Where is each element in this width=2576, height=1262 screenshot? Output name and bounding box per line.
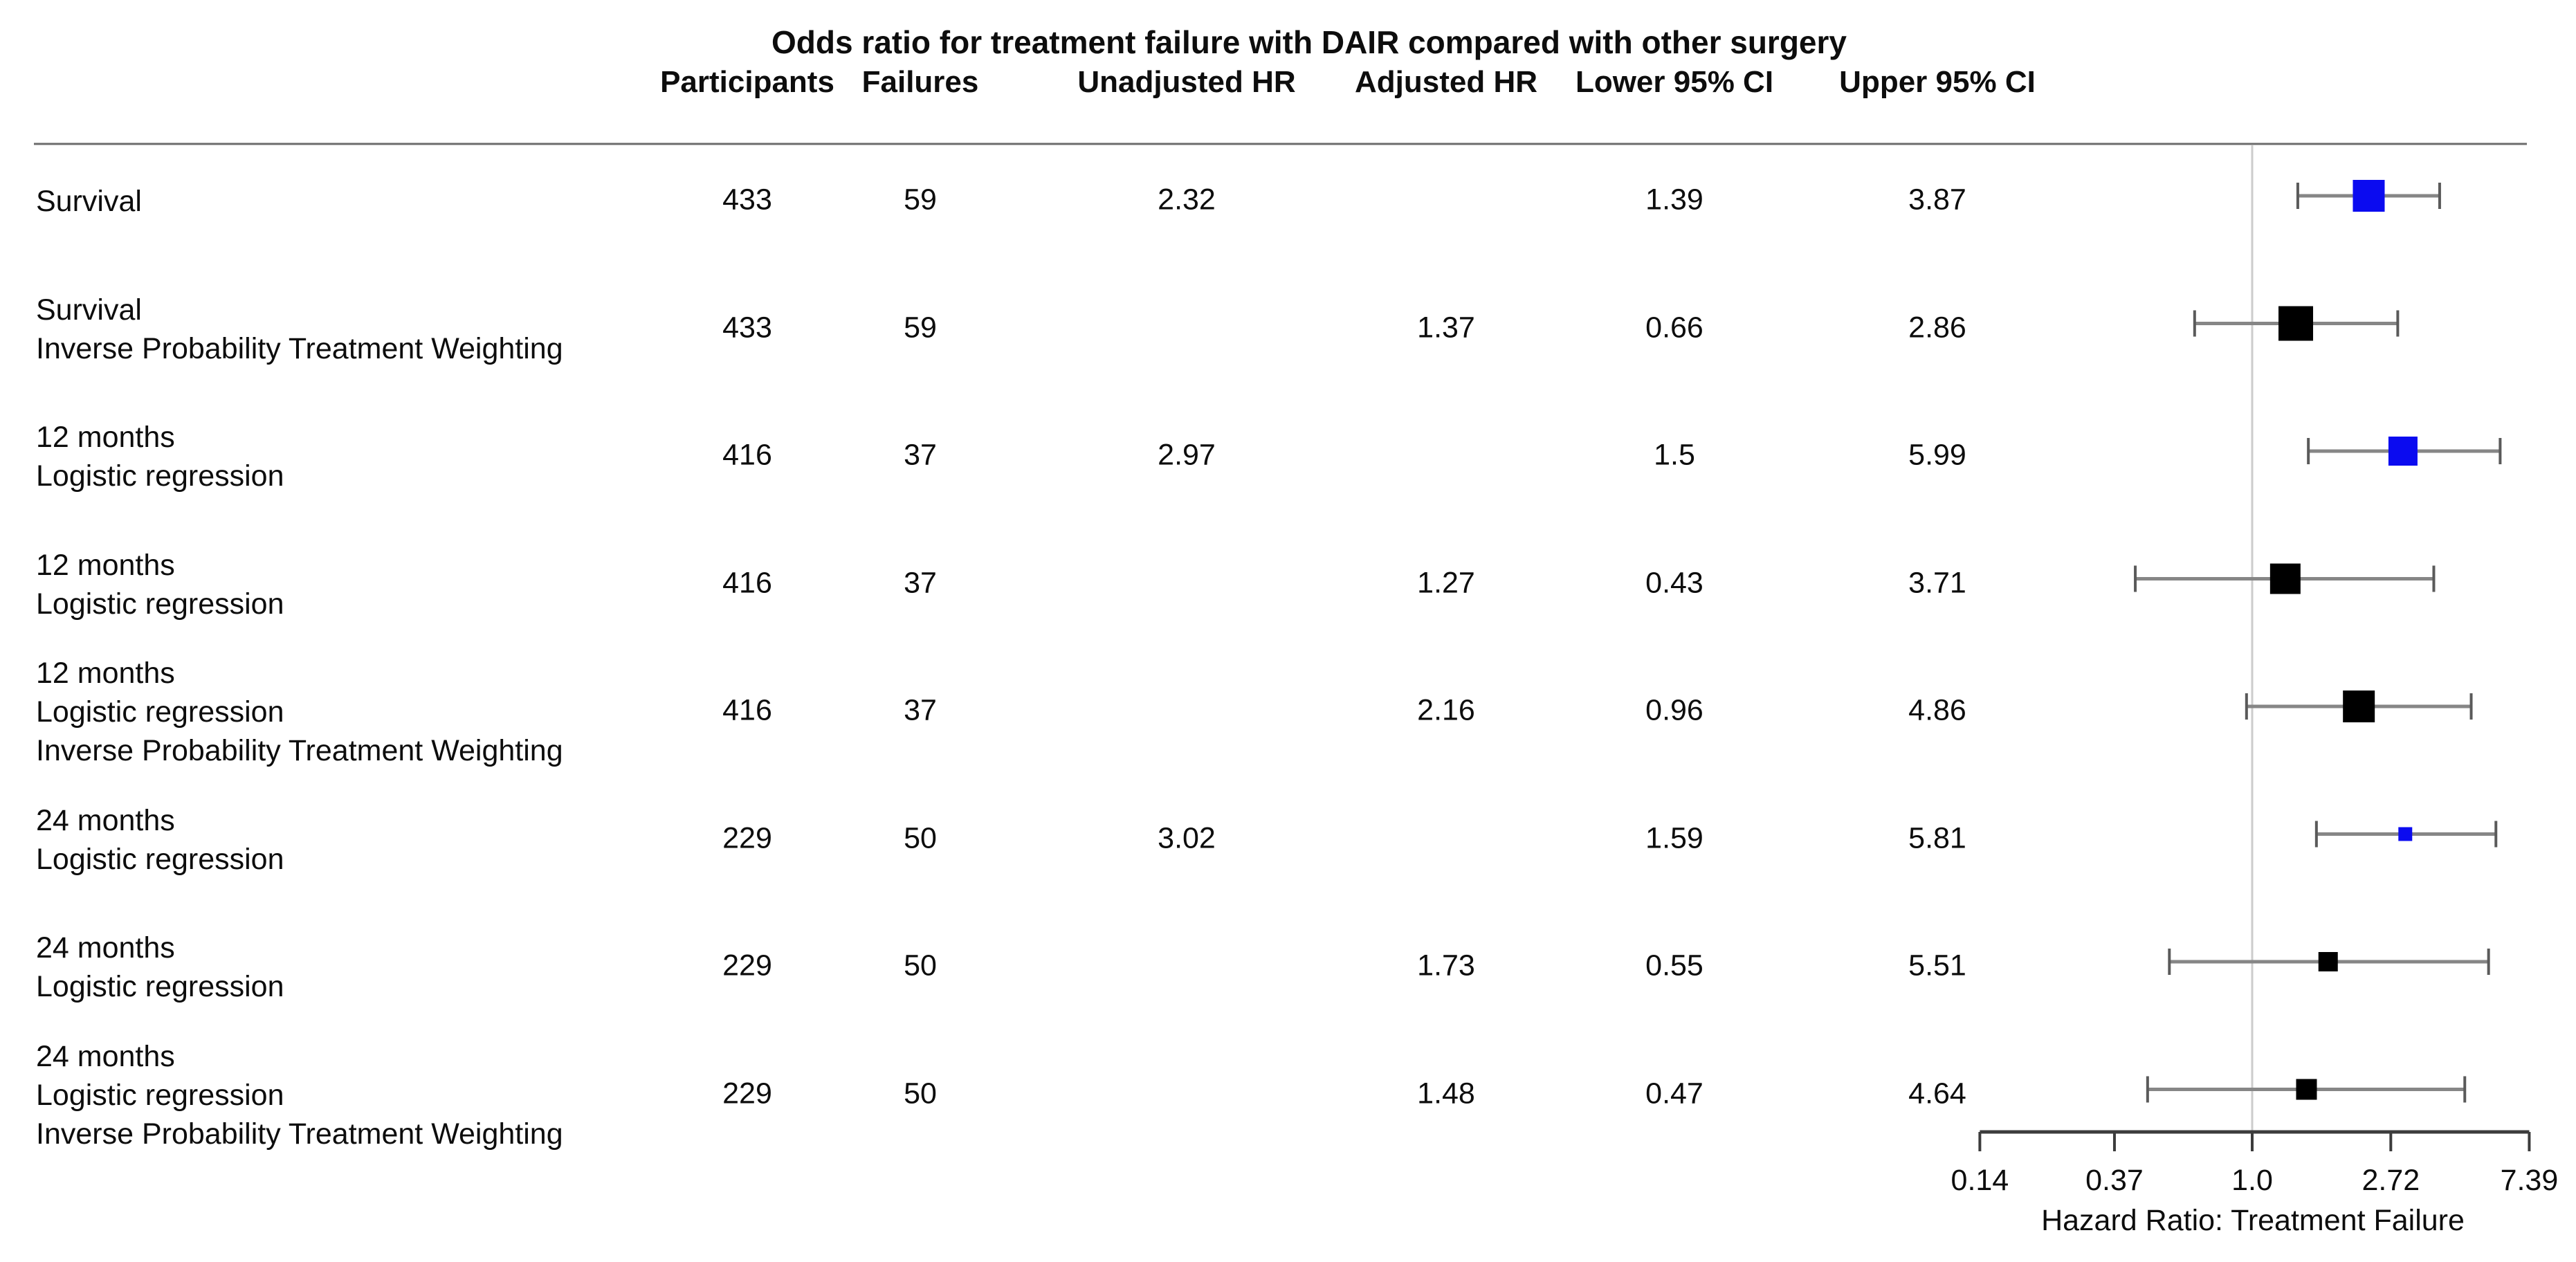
forest-marker <box>2269 563 2301 594</box>
cell-failures: 50 <box>904 949 937 982</box>
row-label-line: 24 months <box>36 931 175 964</box>
cell-upper_ci: 4.64 <box>1908 1077 1966 1110</box>
row-label-line: Logistic regression <box>36 587 284 621</box>
row-label-line: 12 months <box>36 657 175 690</box>
row-label: 24 months Logistic regression <box>36 929 284 1006</box>
row-label: 12 months Logistic regression Inverse Prob… <box>36 654 563 770</box>
row-label-line: Inverse Probability Treatment Weighting <box>36 1117 563 1151</box>
column-header-1: Participants <box>660 65 834 99</box>
cell-lower_ci: 1.5 <box>1654 438 1695 472</box>
forest-marker <box>2296 1079 2317 1100</box>
cell-upper_ci: 5.51 <box>1908 949 1966 982</box>
cell-upper_ci: 5.99 <box>1908 438 1966 472</box>
cell-upper_ci: 3.87 <box>1908 183 1966 217</box>
cell-lower_ci: 0.96 <box>1645 693 1703 727</box>
cell-participants: 229 <box>722 949 772 982</box>
row-label-line: Logistic regression <box>36 695 284 729</box>
row-label: Survival <box>36 182 142 221</box>
x-axis-title: Hazard Ratio: Treatment Failure <box>2041 1204 2465 1237</box>
x-axis-tick-label: 0.14 <box>1951 1164 2009 1197</box>
cell-upper_ci: 2.86 <box>1908 311 1966 344</box>
cell-lower_ci: 0.43 <box>1645 566 1703 599</box>
row-label: 24 months Logistic regression <box>36 801 284 879</box>
row-label-line: Inverse Probability Treatment Weighting <box>36 331 563 365</box>
row-label: 12 months Logistic regression <box>36 418 284 495</box>
column-header-2: Failures <box>861 65 979 99</box>
row-label: Survival Inverse Probability Treatment We… <box>36 291 563 368</box>
cell-failures: 37 <box>904 566 937 599</box>
cell-lower_ci: 0.66 <box>1645 311 1703 344</box>
cell-lower_ci: 1.59 <box>1645 821 1703 854</box>
row-label-line: Logistic regression <box>36 970 284 1003</box>
cell-failures: 50 <box>904 821 937 854</box>
column-header-4: Adjusted HR <box>1355 65 1537 99</box>
forest-marker <box>2388 437 2418 466</box>
cell-lower_ci: 0.47 <box>1645 1077 1703 1110</box>
cell-upper_ci: 4.86 <box>1908 693 1966 727</box>
row-label-line: Survival <box>36 185 142 218</box>
cell-upper_ci: 5.81 <box>1908 821 1966 854</box>
cell-participants: 416 <box>722 566 772 599</box>
forest-marker <box>2278 306 2314 341</box>
cell-failures: 50 <box>904 1077 937 1110</box>
cell-adjusted_hr: 1.48 <box>1417 1077 1475 1110</box>
cell-participants: 416 <box>722 693 772 727</box>
row-label-line: 12 months <box>36 421 175 454</box>
row-label-line: Logistic regression <box>36 842 284 876</box>
x-axis-tick-label: 0.37 <box>2085 1164 2144 1197</box>
row-label-line: Survival <box>36 293 142 327</box>
cell-upper_ci: 3.71 <box>1908 566 1966 599</box>
x-axis-tick-label: 2.72 <box>2362 1164 2420 1197</box>
cell-adjusted_hr: 1.37 <box>1417 311 1475 344</box>
cell-unadjusted_hr: 2.32 <box>1158 183 1216 217</box>
cell-adjusted_hr: 2.16 <box>1417 693 1475 727</box>
row-label-line: 24 months <box>36 803 175 837</box>
cell-lower_ci: 1.39 <box>1645 183 1703 217</box>
cell-failures: 37 <box>904 693 937 727</box>
cell-failures: 59 <box>904 183 937 217</box>
column-header-5: Lower 95% CI <box>1575 65 1774 99</box>
forest-marker <box>2353 180 2385 212</box>
column-header-3: Unadjusted HR <box>1077 65 1296 99</box>
chart-title: Odds ratio for treatment failure with DA… <box>771 24 1847 60</box>
cell-unadjusted_hr: 3.02 <box>1158 821 1216 854</box>
cell-participants: 229 <box>722 1077 772 1110</box>
cell-participants: 433 <box>722 311 772 344</box>
cell-participants: 229 <box>722 821 772 854</box>
row-label-line: Logistic regression <box>36 459 284 493</box>
row-label: 24 months Logistic regression Inverse Prob… <box>36 1037 563 1153</box>
x-axis-tick-label: 1.0 <box>2231 1164 2273 1197</box>
cell-adjusted_hr: 1.73 <box>1417 949 1475 982</box>
cell-failures: 37 <box>904 438 937 472</box>
column-header-6: Upper 95% CI <box>1839 65 2036 99</box>
cell-participants: 433 <box>722 183 772 217</box>
row-label-line: Inverse Probability Treatment Weighting <box>36 734 563 767</box>
row-label-line: 24 months <box>36 1039 175 1073</box>
cell-unadjusted_hr: 2.97 <box>1158 438 1216 472</box>
cell-failures: 59 <box>904 311 937 344</box>
cell-participants: 416 <box>722 438 772 472</box>
row-label: 12 months Logistic regression <box>36 546 284 623</box>
row-label-line: 12 months <box>36 548 175 582</box>
row-label-line: Logistic regression <box>36 1078 284 1112</box>
cell-adjusted_hr: 1.27 <box>1417 566 1475 599</box>
cell-lower_ci: 0.55 <box>1645 949 1703 982</box>
forest-marker <box>2343 691 2375 722</box>
forest-marker <box>2398 827 2413 841</box>
forest-marker <box>2318 952 2338 971</box>
x-axis-tick-label: 7.39 <box>2500 1164 2559 1197</box>
